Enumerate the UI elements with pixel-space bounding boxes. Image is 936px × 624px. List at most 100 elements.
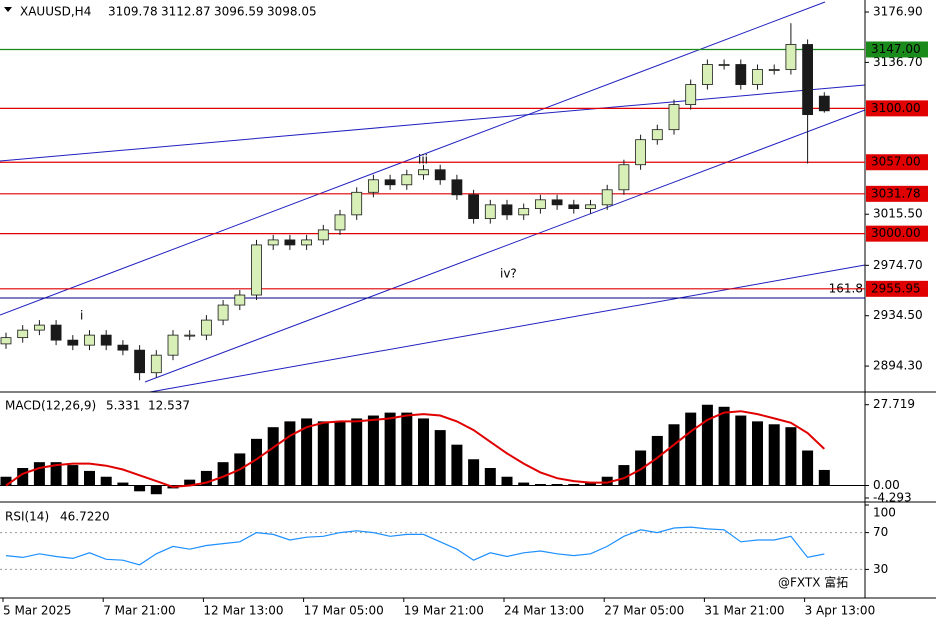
level-box [866,280,928,297]
candle-body [434,169,446,181]
histogram-bar [434,430,446,486]
histogram-bar [618,465,630,486]
candle-body [818,95,830,112]
histogram-bar [367,415,379,486]
level-label: 3031.78 [871,186,921,200]
histogram-bar [284,421,296,486]
histogram-bar [334,421,346,486]
candle-body [635,139,646,166]
y-tick-label: 2894.30 [873,359,923,373]
histogram-bar [251,438,262,486]
candle-body [518,208,530,216]
y-tick-label: -4.293 [873,491,912,505]
wave-label: i [80,309,83,323]
header-value: 3109.78 [108,5,158,19]
histogram-bar [184,479,196,486]
histogram-bar [501,476,513,486]
candle-body [802,44,813,116]
candle-body [317,229,329,241]
candle-body [0,337,12,345]
indicator-name: MACD(12,26,9) [5,399,96,413]
histogram-bar [635,450,647,486]
candle-body [568,204,580,209]
histogram-bar [301,418,313,486]
indicator-value: 46.7220 [60,510,110,524]
histogram-bar [217,462,229,486]
y-tick-label: 3136.70 [873,55,923,69]
level-box [866,41,928,58]
histogram-bar [401,412,413,486]
candle-body [418,169,429,176]
candle-body [117,344,129,351]
trend-line [0,84,866,162]
candle-body [267,239,279,246]
candle-body [685,84,697,106]
candle-body [718,64,730,66]
header-value: 3098.05 [267,5,317,19]
candle-body [618,164,630,191]
histogram-bar [585,482,596,486]
level-label: 2955.95 [871,281,921,295]
histogram-bar [651,435,663,486]
rsi-line [5,526,825,566]
candle-body [251,244,262,296]
candle-body [84,334,95,346]
candle-body [284,239,296,246]
candle-body [651,129,663,141]
candle-body [768,69,780,71]
histogram-bar [117,482,129,486]
x-tick-label: 31 Mar 21:00 [704,604,784,618]
candle-body [384,179,396,186]
x-tick-label: 3 Apr 13:00 [805,604,876,618]
candle-body [134,349,146,374]
histogram-bar [468,459,480,486]
histogram-bar [718,406,730,486]
trend-line [0,1,826,316]
histogram-bar [601,476,613,486]
y-tick-label: 100 [873,506,896,520]
histogram-bar [384,412,396,486]
candle-body [351,191,363,216]
y-tick-label: 2934.50 [873,308,923,322]
watermark: @FXTX 富拓 [778,575,848,590]
candle-body [535,199,546,209]
candle-body [601,189,613,206]
candle-body [484,204,496,220]
level-box [866,100,928,117]
candle-body [200,319,212,336]
candle-body [468,194,480,220]
histogram-bar [84,470,95,486]
histogram-bar [551,484,563,486]
indicator-value: 5.331 [106,399,140,413]
y-tick-label: 3176.90 [873,5,923,19]
y-tick-label: 2974.70 [873,258,923,272]
histogram-bar [67,465,79,486]
candle-body [334,214,346,231]
x-tick-label: 12 Mar 13:00 [203,604,283,618]
histogram-bar [768,424,780,486]
y-tick-label: 27.719 [873,397,915,411]
candle-body [735,64,747,85]
indicator-value: 12.537 [148,399,190,413]
y-tick-label: 3015.50 [873,207,923,221]
histogram-bar [685,412,697,486]
candle-body [34,324,45,331]
histogram-bar [534,484,546,486]
histogram-bar [785,427,797,486]
level-label: 3057.00 [871,155,921,169]
candle-body [367,179,379,193]
candle-body [752,69,763,85]
histogram-bar [735,415,747,486]
histogram-bar [150,485,162,495]
signal-line [5,410,825,488]
header-value: 3096.59 [214,5,264,19]
histogram-bar [351,418,363,486]
histogram-bar [50,462,62,486]
x-tick-label: 19 Mar 21:00 [404,604,484,618]
menu-arrow[interactable] [4,7,12,12]
x-tick-label: 17 Mar 05:00 [304,604,384,618]
candle-body [401,174,413,186]
histogram-bar [0,476,12,486]
